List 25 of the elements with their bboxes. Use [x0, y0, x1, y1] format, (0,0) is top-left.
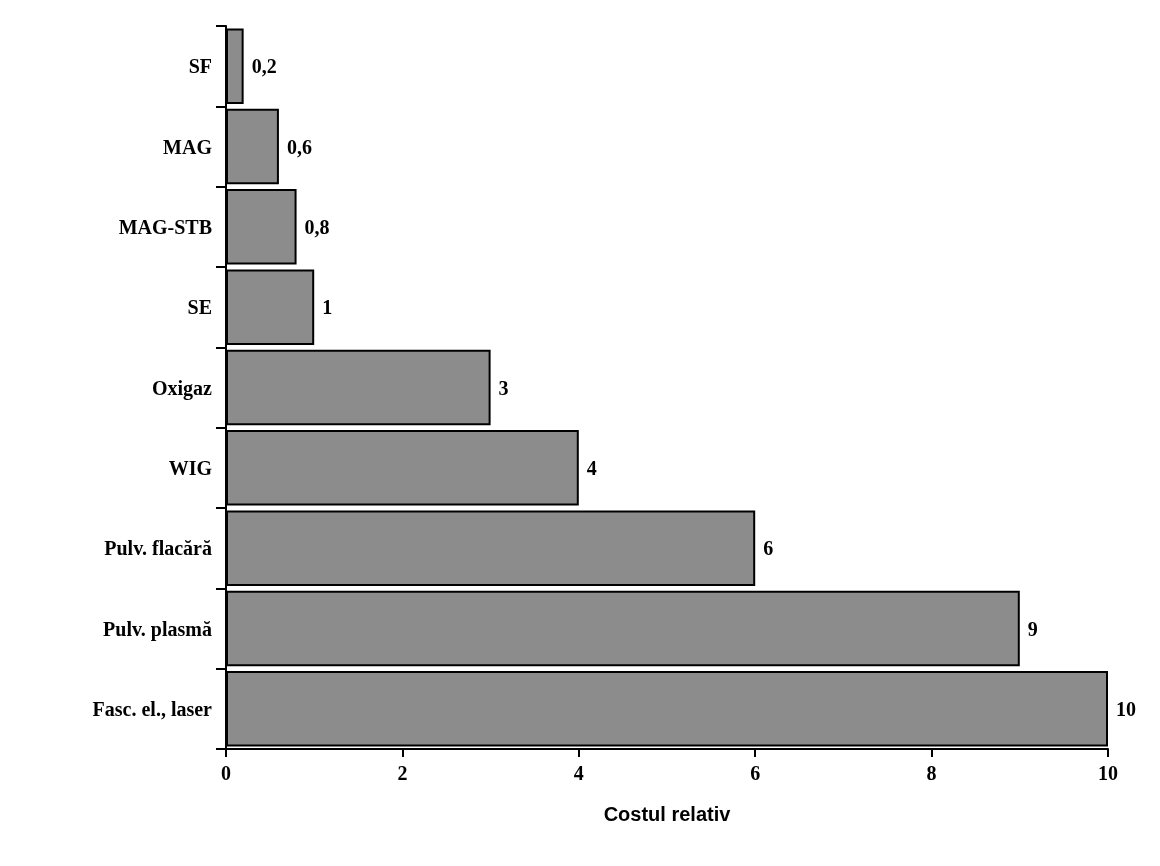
y-tick-label: SE — [187, 296, 212, 319]
y-tick-label: WIG — [168, 456, 213, 479]
x-axis-title: Costul relativ — [603, 803, 732, 825]
data-label: 0,6 — [286, 135, 312, 158]
y-tick-label: MAG-STB — [118, 215, 212, 238]
data-label: 6 — [763, 537, 774, 560]
y-tick-label: SF — [188, 55, 212, 78]
data-label: 4 — [586, 456, 597, 479]
data-label: 3 — [498, 376, 509, 399]
x-tick-label: 10 — [1098, 762, 1118, 784]
x-tick-label: 6 — [750, 762, 761, 784]
x-tick-label: 8 — [926, 762, 937, 784]
x-tick-label: 2 — [397, 762, 408, 784]
y-tick-label: Oxigaz — [152, 376, 213, 400]
data-label: 10 — [1116, 697, 1136, 720]
data-label: 0,8 — [304, 215, 330, 238]
y-tick-label: Pulv. plasmă — [103, 617, 212, 641]
y-tick-label: Pulv. flacără — [104, 537, 212, 560]
data-label: 1 — [322, 296, 333, 319]
data-label: 9 — [1027, 617, 1038, 640]
y-tick-label: MAG — [163, 135, 213, 158]
x-tick-label: 4 — [573, 762, 584, 784]
x-tick-label: 0 — [221, 762, 231, 784]
y-tick-label: Fasc. el., laser — [92, 697, 213, 720]
data-label: 0,2 — [251, 55, 277, 78]
